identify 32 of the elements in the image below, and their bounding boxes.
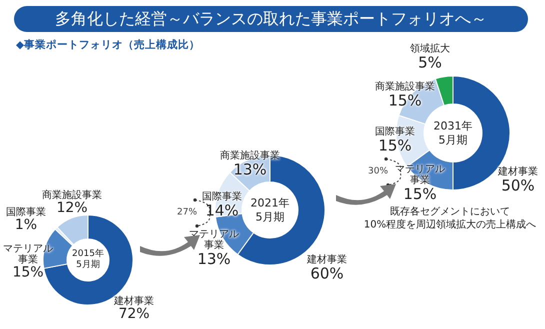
text: 2015年 5月期 (72, 248, 104, 272)
data-label: 14% (204, 201, 240, 220)
data-label: 60% (309, 264, 345, 282)
text: 2021年 5月期 (250, 196, 290, 224)
slice-label: 商業施設事業 (375, 81, 435, 92)
slice-label: 建材事業 (114, 296, 154, 307)
data-label: 12% (56, 200, 88, 216)
text: 多角化した経営～バランスの取れた事業ポートフォリオへ～ (14, 6, 528, 32)
data-label: 13% (196, 250, 232, 268)
data-label: 15% (377, 136, 413, 154)
data-label: 15% (11, 264, 45, 281)
chart-subtitle: ◆事業ポートフォリオ（売上構成比） (16, 38, 200, 52)
slice-label: 領域拡大 (410, 43, 450, 54)
slice-label: 国際事業 (6, 206, 46, 218)
data-label: 13% (232, 160, 268, 178)
slice-label: 建材事業 (307, 254, 347, 266)
data-label: 50% (500, 176, 536, 194)
donut-slice (43, 214, 134, 306)
slice-label: 建材事業 (498, 166, 538, 178)
slice-label: 商業施設事業 (42, 190, 102, 201)
data-label: 15% (402, 184, 438, 203)
text: 27% (176, 207, 198, 219)
slice-label: 国際事業 (202, 191, 242, 202)
data-label: 15% (387, 91, 423, 110)
text: 既存各セグメントにおいて 10%程度を周辺領域拡大の売上構成へ (364, 206, 536, 232)
data-label: 72% (117, 306, 151, 322)
data-label: 5% (417, 53, 443, 72)
text: 30% (368, 166, 388, 178)
slice-label: 国際事業 (375, 126, 415, 138)
text: 2031年 5月期 (434, 119, 472, 147)
slice-label: 商業施設事業 (220, 150, 280, 162)
data-label: 1% (14, 216, 38, 234)
